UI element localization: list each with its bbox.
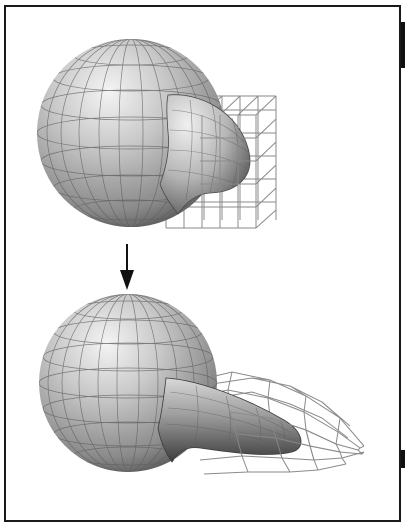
arrow-down-icon (120, 244, 134, 290)
right-edge-mark (401, 22, 405, 68)
right-edge-mark-lower (401, 450, 405, 468)
panel-before (37, 39, 277, 229)
bulge-before (159, 94, 251, 215)
panel-after (39, 294, 365, 475)
